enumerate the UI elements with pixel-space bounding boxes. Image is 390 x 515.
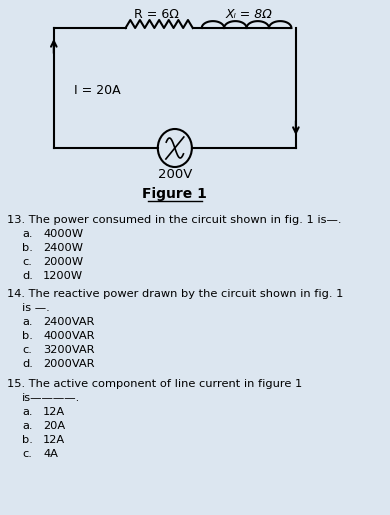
Text: I = 20A: I = 20A [74, 83, 120, 96]
Text: 12A: 12A [43, 407, 65, 417]
Text: 2000VAR: 2000VAR [43, 359, 94, 369]
Text: d.: d. [22, 359, 33, 369]
Text: Xₗ = 8Ω: Xₗ = 8Ω [226, 8, 273, 21]
Text: is —.: is —. [21, 303, 49, 313]
Text: 2400VAR: 2400VAR [43, 317, 94, 327]
Text: is————.: is————. [21, 393, 80, 403]
Text: c.: c. [22, 345, 32, 355]
Text: 4000VAR: 4000VAR [43, 331, 94, 341]
Text: 4A: 4A [43, 449, 58, 459]
Text: 15. The active component of line current in figure 1: 15. The active component of line current… [7, 379, 302, 389]
Text: a.: a. [22, 407, 33, 417]
Text: 200V: 200V [158, 167, 192, 180]
Text: b.: b. [22, 331, 33, 341]
Text: a.: a. [22, 317, 33, 327]
Text: 20A: 20A [43, 421, 65, 431]
Text: a.: a. [22, 229, 33, 239]
Text: b.: b. [22, 243, 33, 253]
Text: R = 6Ω: R = 6Ω [135, 8, 179, 21]
Text: d.: d. [22, 271, 33, 281]
Text: 4000W: 4000W [43, 229, 83, 239]
Text: 12A: 12A [43, 435, 65, 445]
Text: a.: a. [22, 421, 33, 431]
Text: 2000W: 2000W [43, 257, 83, 267]
Text: 14. The reactive power drawn by the circuit shown in fig. 1: 14. The reactive power drawn by the circ… [7, 289, 344, 299]
Text: 1200W: 1200W [43, 271, 83, 281]
Text: c.: c. [22, 257, 32, 267]
Text: Figure 1: Figure 1 [142, 187, 207, 201]
Text: 3200VAR: 3200VAR [43, 345, 94, 355]
Text: 2400W: 2400W [43, 243, 83, 253]
Text: 13. The power consumed in the circuit shown in fig. 1 is—.: 13. The power consumed in the circuit sh… [7, 215, 342, 225]
Text: b.: b. [22, 435, 33, 445]
Text: c.: c. [22, 449, 32, 459]
